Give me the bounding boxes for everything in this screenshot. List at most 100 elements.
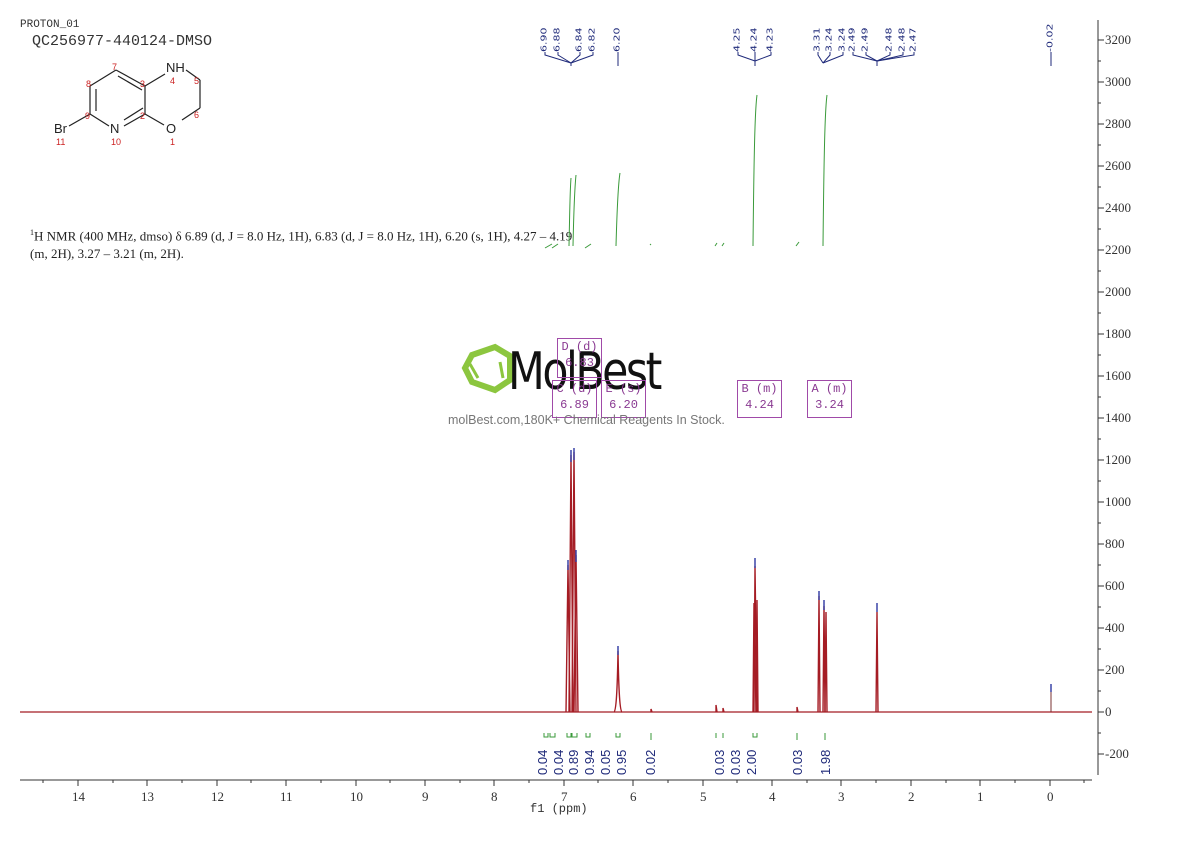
- x-tick-label: 7: [561, 789, 568, 804]
- peak-label: 4.25: [732, 27, 742, 53]
- peak-label: 4.23: [765, 27, 775, 53]
- multiplet-shift: 6.83: [565, 356, 594, 370]
- peak-label: 6.20: [612, 27, 622, 53]
- molbest-logo-icon: [461, 343, 513, 394]
- svg-text:4: 4: [170, 76, 175, 86]
- integral-value: 0.04: [551, 749, 566, 775]
- y-tick-label: -200: [1105, 746, 1129, 761]
- integral-value: 0.94: [582, 749, 597, 775]
- y-tick-label: 2000: [1105, 284, 1131, 299]
- peak-label: 2.48: [884, 27, 894, 53]
- multiplet-shift: 6.20: [609, 398, 638, 412]
- x-tick-label: 12: [211, 789, 224, 804]
- atom-o: O: [166, 121, 176, 136]
- peak-label: 2.49: [860, 27, 870, 53]
- integral-value: 0.02: [643, 749, 658, 775]
- integral-value: 0.03: [712, 749, 727, 775]
- peak-label: 3.24: [837, 27, 847, 53]
- x-tick-label: 10: [350, 789, 363, 804]
- x-tick-label: 9: [422, 789, 429, 804]
- svg-text:11: 11: [56, 137, 65, 147]
- multiplet-label: D (d): [561, 340, 598, 354]
- integral-value: 0.05: [598, 749, 613, 775]
- peak-markers: [567, 448, 1052, 692]
- multiplet-box-e[interactable]: E (s) 6.20: [601, 380, 646, 418]
- svg-text:2: 2: [140, 111, 145, 121]
- nmr-superscript: 1: [30, 228, 34, 237]
- peak-label: 6.82: [587, 27, 597, 53]
- integral-curves: [544, 94, 828, 249]
- molecule-structure: NH O N Br 4 1 10 11 2 3 5 6 7 8 9: [54, 60, 201, 147]
- svg-text:9: 9: [85, 111, 90, 121]
- nmr-summary: 1H NMR (400 MHz, dmso) δ 6.89 (d, J = 8.…: [30, 224, 620, 263]
- multiplet-box-c[interactable]: C (d) 6.89: [552, 380, 597, 418]
- watermark-tagline: molBest.com,180K+ Chemical Reagents In S…: [448, 413, 725, 427]
- x-tick-label: 14: [72, 789, 85, 804]
- x-axis-title: f1 (ppm): [530, 802, 588, 816]
- y-tick-label: 600: [1105, 578, 1125, 593]
- svg-text:6: 6: [194, 110, 199, 120]
- y-tick-label: 400: [1105, 620, 1125, 635]
- svg-text:5: 5: [194, 76, 199, 86]
- nmr-summary-line2: (m, 2H), 3.27 – 3.21 (m, 2H).: [30, 246, 184, 262]
- y-tick-label: 2800: [1105, 116, 1131, 131]
- nmr-summary-line1: H NMR (400 MHz, dmso) δ 6.89 (d, J = 8.0…: [34, 228, 573, 244]
- x-tick-label: 3: [838, 789, 845, 804]
- peak-label-connectors: [544, 52, 1052, 66]
- multiplet-label: B (m): [741, 382, 778, 396]
- x-tick-label: 11: [280, 789, 293, 804]
- peak-label: 2.49: [847, 27, 857, 53]
- integral-markers: [543, 733, 826, 740]
- peak-label: 2.48: [897, 27, 907, 53]
- atom-br: Br: [54, 121, 68, 136]
- multiplet-label: C (d): [556, 382, 593, 396]
- peak-label: 4.24: [749, 27, 759, 53]
- multiplet-box-b[interactable]: B (m) 4.24: [737, 380, 782, 418]
- y-tick-label: 800: [1105, 536, 1125, 551]
- x-tick-label: 6: [630, 789, 637, 804]
- integral-value: 0.03: [728, 749, 743, 775]
- integral-value: 1.98: [818, 749, 833, 775]
- integral-value: 0.04: [535, 749, 550, 775]
- y-axis: [1097, 20, 1104, 775]
- peak-label: 6.84: [574, 27, 584, 53]
- integral-value: 0.89: [566, 749, 581, 775]
- x-tick-label: 2: [908, 789, 915, 804]
- x-tick-label: 1: [977, 789, 984, 804]
- y-tick-label: 3200: [1105, 32, 1131, 47]
- y-tick-label: 1800: [1105, 326, 1131, 341]
- watermark-brand: MolBest: [508, 342, 662, 402]
- atom-n: N: [110, 121, 119, 136]
- peak-label: 2.47: [908, 27, 918, 53]
- y-tick-label: 2400: [1105, 200, 1131, 215]
- multiplet-box-a[interactable]: A (m) 3.24: [807, 380, 852, 418]
- multiplet-box-d[interactable]: D (d) 6.83: [557, 338, 602, 378]
- peak-label: -0.02: [1045, 23, 1055, 52]
- svg-text:7: 7: [112, 62, 117, 72]
- multiplet-shift: 4.24: [745, 398, 774, 412]
- peak-label: 6.90: [539, 27, 549, 53]
- y-tick-label: 200: [1105, 662, 1125, 677]
- experiment-name: PROTON_01: [20, 19, 80, 31]
- svg-text:1: 1: [170, 137, 175, 147]
- y-tick-label: 3000: [1105, 74, 1131, 89]
- x-tick-label: 5: [700, 789, 707, 804]
- integral-value: 2.00: [744, 749, 759, 775]
- svg-text:8: 8: [86, 79, 91, 89]
- y-tick-label: 2600: [1105, 158, 1131, 173]
- peak-label: 6.88: [552, 27, 562, 53]
- multiplet-label: A (m): [811, 382, 848, 396]
- x-tick-label: 0: [1047, 789, 1054, 804]
- y-tick-label: 1400: [1105, 410, 1131, 425]
- y-tick-label: 1200: [1105, 452, 1131, 467]
- integral-value: 0.95: [614, 749, 629, 775]
- spectrum-peaks: [565, 451, 879, 713]
- atom-nh: NH: [166, 60, 185, 75]
- peak-label: 3.31: [812, 27, 822, 53]
- y-tick-label: 1600: [1105, 368, 1131, 383]
- x-tick-label: 13: [141, 789, 154, 804]
- y-tick-label: 2200: [1105, 242, 1131, 257]
- sample-id: QC256977-440124-DMSO: [32, 33, 213, 50]
- x-tick-label: 4: [769, 789, 776, 804]
